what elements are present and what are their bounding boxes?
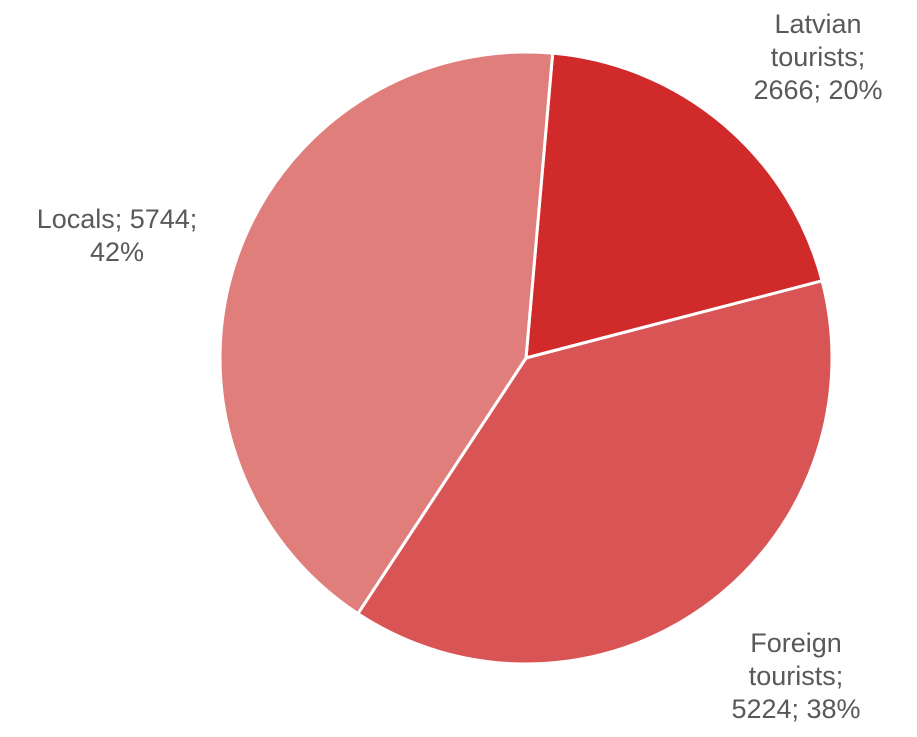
data-label-line: tourists; [771,42,866,72]
pie-slice-latvian-tourists [524,51,824,360]
data-label-line: Foreign [750,628,842,658]
data-label-line: Latvian [774,9,861,39]
data-label-line: 42% [90,237,144,267]
pie-labels: Latvian tourists; 2666; 20%Foreign tourists… [37,9,883,724]
data-label-latvian-tourists: Latvian tourists; 2666; 20% [753,9,882,105]
data-label-line: 2666; 20% [753,75,882,105]
data-label-foreign-tourists: Foreign tourists; 5224; 38% [731,628,860,724]
data-label-line: Locals; 5744; [37,204,198,234]
pie-slice-locals [218,50,555,616]
pie-slices [218,50,834,666]
data-label-line: 5224; 38% [731,694,860,724]
pie-slice-foreign-tourists [356,279,834,666]
data-label-locals: Locals; 5744; 42% [37,204,198,267]
data-label-line: tourists; [749,661,844,691]
